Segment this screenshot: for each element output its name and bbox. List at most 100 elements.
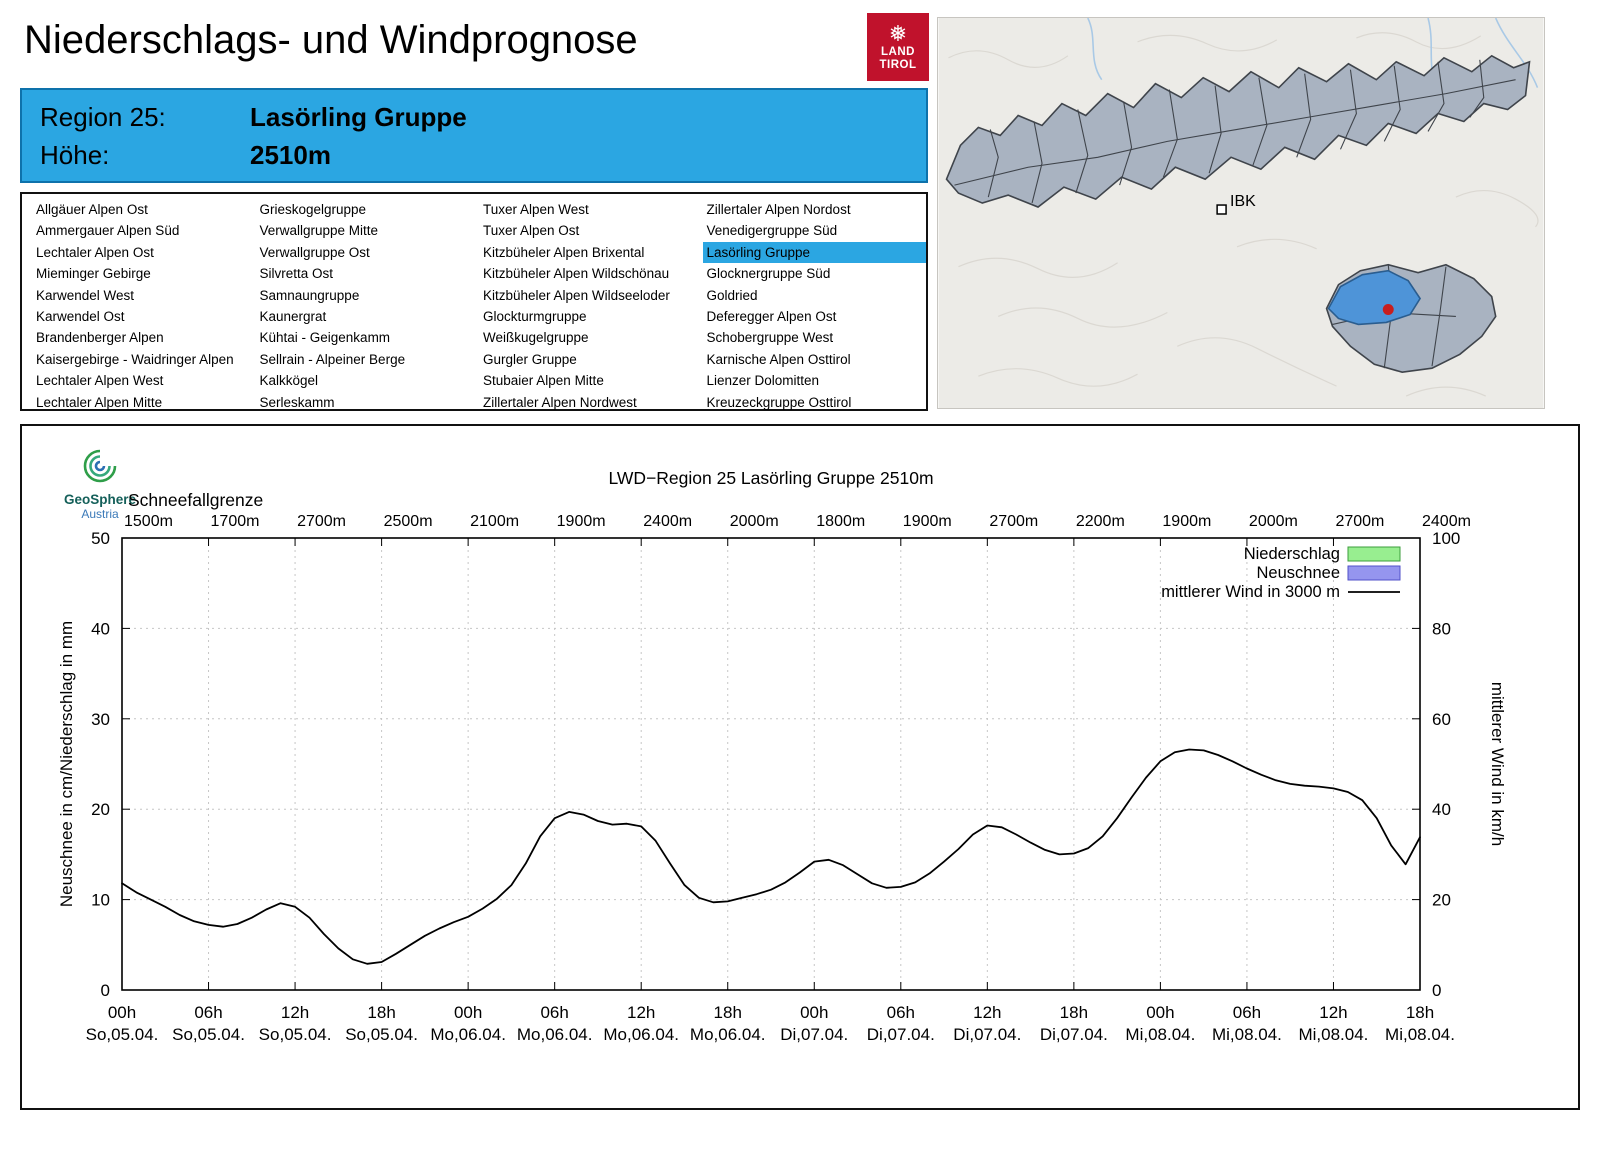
region-column: Tuxer Alpen West Tuxer Alpen Ost Kitzbühel… [479,199,703,410]
region-list-item[interactable]: Samnaungruppe [259,287,360,303]
x-axis-hour-label: 12h [973,1003,1001,1022]
region-list-item[interactable]: Ammergauer Alpen Süd [36,223,180,239]
y-axis-left-tick-label: 40 [91,619,110,638]
region-column: Allgäuer Alpen Ost Ammergauer Alpen Süd Le… [32,199,256,410]
legend-label: Niederschlag [1244,545,1340,563]
x-axis-hour-label: 12h [627,1003,655,1022]
region-list-item[interactable]: Verwallgruppe Mitte [259,223,379,239]
snowline-value: 1900m [903,513,952,530]
x-axis-day-label: Mi,08.04. [1298,1025,1368,1044]
snowline-value: 1800m [816,513,865,530]
terrain-relief [948,32,1539,397]
region-list-item[interactable]: Lechtaler Alpen Ost [36,244,154,260]
snowline-value: 1700m [211,513,260,530]
snowline-value: 2400m [643,513,692,530]
x-axis-hour-label: 00h [108,1003,136,1022]
region-list-item-selected[interactable]: Lasörling Gruppe [702,241,926,264]
x-axis-hour-label: 12h [1319,1003,1347,1022]
region-list-item[interactable]: Weißkugelgruppe [483,330,589,346]
region-list-item[interactable]: Tuxer Alpen Ost [483,223,580,239]
x-axis-day-label: So,05.04. [345,1025,418,1044]
y-axis-right-tick-label: 0 [1432,981,1441,1000]
region-list-item[interactable]: Sellrain - Alpeiner Berge [259,351,406,367]
geosphere-name: GeoSphere [63,492,137,507]
region-column: Zillertaler Alpen Nordost Venedigergruppe… [702,199,926,410]
ibk-marker [1216,204,1227,215]
elevation-value: 2510m [250,140,331,170]
snowline-value: 2700m [989,513,1038,530]
region-list-item[interactable]: Kitzbüheler Alpen Wildseeloder [483,287,670,303]
region-list-item[interactable]: Karwendel Ost [36,308,125,324]
region-list-item[interactable]: Silvretta Ost [259,266,334,282]
y-axis-right-tick-label: 60 [1432,710,1451,729]
region-list-item[interactable]: Gurgler Gruppe [483,351,577,367]
region-list-item[interactable]: Zillertaler Alpen Nordwest [483,394,637,410]
region-column: Grieskogelgruppe Verwallgruppe Mitte Verwa… [256,199,480,410]
y-axis-right-title: mittlerer Wind in km/h [1488,682,1507,846]
snowline-value: 2400m [1422,513,1471,530]
x-axis-hour-label: 00h [800,1003,828,1022]
region-marker-dot [1382,304,1394,315]
region-list-item[interactable]: Mieminger Gebirge [36,266,151,282]
snowline-heading: Schneefallgrenze [128,490,263,510]
region-list-item[interactable]: Karnische Alpen Osttirol [706,351,851,367]
x-axis-hour-label: 18h [367,1003,395,1022]
x-axis-day-label: Mo,06.04. [690,1025,766,1044]
region-list-item[interactable]: Venedigergruppe Süd [706,223,838,239]
region-info-box: Region 25: Lasörling Gruppe Höhe: 2510m [20,88,928,183]
region-list-item[interactable]: Karwendel West [36,287,135,303]
region-number-label: Region 25: [40,102,166,132]
x-axis-hour-label: 06h [540,1003,568,1022]
region-list-item[interactable]: Deferegger Alpen Ost [706,308,837,324]
region-list-item[interactable]: Schobergruppe West [706,330,834,346]
x-axis-day-label: Mo,06.04. [517,1025,593,1044]
region-list-item[interactable]: Grieskogelgruppe [259,202,367,217]
logo-text-land: LAND [881,46,915,58]
y-axis-right-tick-label: 100 [1432,529,1460,548]
region-list-item[interactable]: Glockturmgruppe [483,308,587,324]
x-axis-hour-label: 18h [1406,1003,1434,1022]
snowline-value: 1900m [557,513,606,530]
region-list-item[interactable]: Glocknergruppe Süd [706,266,831,282]
legend-swatch-neuschnee [1347,565,1401,581]
geosphere-logo: GeoSphere Austria [52,446,148,521]
chart-title: LWD−Region 25 Lasörling Gruppe 2510m [608,468,933,488]
x-axis-day-label: So,05.04. [86,1025,159,1044]
snowline-value: 2700m [1335,513,1384,530]
x-axis-hour-label: 06h [1233,1003,1261,1022]
region-list-item[interactable]: Zillertaler Alpen Nordost [706,202,851,217]
legend-label: mittlerer Wind in 3000 m [1161,583,1340,601]
region-list-item[interactable]: Kühtai - Geigenkamm [259,330,391,346]
region-list-item[interactable]: Kaisergebirge - Waidringer Alpen [36,351,234,367]
region-list-item[interactable]: Lienzer Dolomitten [706,373,820,389]
x-axis-day-label: So,05.04. [172,1025,245,1044]
region-list-item[interactable]: Lechtaler Alpen Mitte [36,394,163,410]
legend-swatch-niederschlag [1347,546,1401,562]
region-list-item[interactable]: Stubaier Alpen Mitte [483,373,604,389]
x-axis-hour-label: 06h [194,1003,222,1022]
y-axis-left-tick-label: 50 [91,529,110,548]
x-axis-hour-label: 12h [281,1003,309,1022]
x-axis-hour-label: 18h [714,1003,742,1022]
region-list-item[interactable]: Kalkkögel [259,373,319,389]
x-axis-hour-label: 06h [887,1003,915,1022]
north-tirol-region [945,54,1531,208]
region-list-item[interactable]: Allgäuer Alpen Ost [36,202,148,217]
snowline-value: 2200m [1076,513,1125,530]
region-list-item[interactable]: Kaunergrat [259,308,327,324]
region-list-item[interactable]: Serleskamm [259,394,335,410]
region-list-item[interactable]: Kitzbüheler Alpen Wildschönau [483,266,670,282]
forecast-chart: 0 10 20 30 40 50 0 20 40 60 80 100 00h 06h 12h 18h 00h 06… [57,468,1507,1044]
region-list-item[interactable]: Lechtaler Alpen West [36,373,164,389]
y-axis-right-tick-label: 40 [1432,800,1451,819]
region-list-item[interactable]: Tuxer Alpen West [483,202,589,217]
region-list-item[interactable]: Kreuzeckgruppe Osttirol [706,394,852,410]
region-list-item[interactable]: Kitzbüheler Alpen Brixental [483,244,645,260]
x-axis-day-label: Di,07.04. [1040,1025,1108,1044]
region-list-item[interactable]: Goldried [706,287,758,303]
region-list-item[interactable]: Brandenberger Alpen [36,330,164,346]
region-list-item[interactable]: Verwallgruppe Ost [259,244,370,260]
snowline-value: 1500m [124,513,173,530]
y-axis-left-tick-label: 10 [91,891,110,910]
